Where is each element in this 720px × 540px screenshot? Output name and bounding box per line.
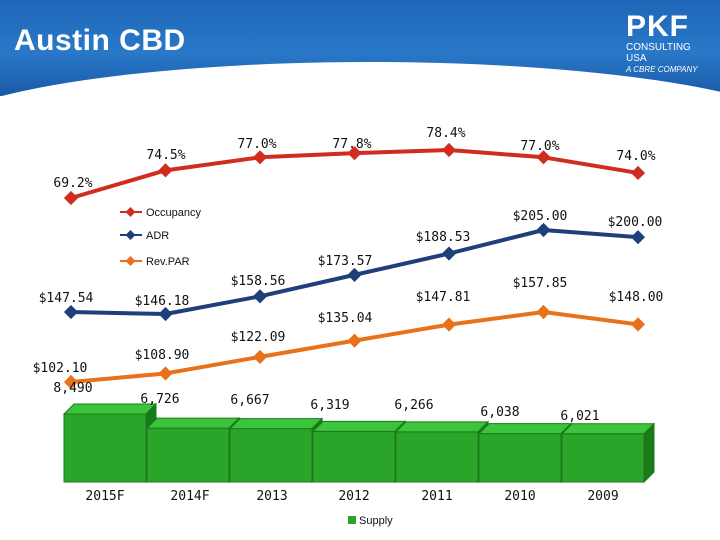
occupancy-point <box>252 150 268 165</box>
occupancy-point <box>536 150 551 165</box>
supply-data-label: 6,021 <box>560 409 599 424</box>
supply-bar-top <box>394 421 490 433</box>
logo-subtitle: A CBRE COMPANY <box>626 65 698 74</box>
revpar-point <box>347 333 362 348</box>
adr-point <box>63 304 79 320</box>
supply-bar-front <box>63 413 147 483</box>
legend-label-occupancy: Occupancy <box>146 207 202 219</box>
supply-bar-front <box>395 431 479 483</box>
occupancy-data-label: 78.4% <box>426 126 465 141</box>
supply-bar-front <box>478 433 562 483</box>
adr-data-label: $188.53 <box>416 230 471 245</box>
revpar-data-label: $122.09 <box>231 330 286 345</box>
adr-point <box>630 230 646 245</box>
supply-data-label: 6,266 <box>394 398 433 413</box>
logo-line-consulting: CONSULTING <box>626 42 691 53</box>
supply-bar-top <box>477 423 573 435</box>
category-label: 2010 <box>504 489 535 504</box>
occupancy-point <box>441 142 457 158</box>
supply-bar-front <box>229 428 313 483</box>
occupancy-point <box>630 165 646 181</box>
legend-label-revpar: Rev.PAR <box>146 256 190 268</box>
occupancy-data-label: 69.2% <box>53 176 92 191</box>
supply-data-label: 6,038 <box>480 405 519 420</box>
supply-bar-front <box>146 427 230 483</box>
supply-data-label: 6,319 <box>310 398 349 413</box>
supply-bar-top <box>228 418 324 430</box>
legend-marker <box>125 256 136 266</box>
revpar-point <box>441 317 457 332</box>
adr-data-label: $200.00 <box>608 215 663 230</box>
occupancy-point <box>347 146 362 161</box>
supply-bar-top <box>145 417 241 429</box>
adr-point <box>252 289 268 304</box>
supply-bar <box>477 422 573 484</box>
adr-data-label: $158.56 <box>231 274 286 289</box>
adr-point <box>441 246 457 261</box>
revpar-point <box>536 304 551 320</box>
legend-marker <box>125 230 136 240</box>
occupancy-data-label: 77.0% <box>520 139 559 154</box>
header-banner: Austin CBD PKF CONSULTING USA A CBRE COM… <box>0 0 720 96</box>
supply-data-label: 6,667 <box>230 393 269 408</box>
revpar-point <box>252 349 268 364</box>
supply-legend-label: Supply <box>359 515 393 527</box>
supply-data-label: 8,490 <box>53 381 92 396</box>
occupancy-data-label: 74.5% <box>146 148 185 163</box>
logo-mark: PKF <box>626 10 689 43</box>
category-label: 2014F <box>170 489 209 504</box>
revpar-data-label: $102.10 <box>33 361 88 376</box>
supply-bar-front <box>561 433 645 483</box>
occupancy-point <box>158 163 173 178</box>
occupancy-data-label: 74.0% <box>616 149 655 164</box>
revpar-data-label: $157.85 <box>513 276 568 291</box>
supply-bar <box>228 417 324 484</box>
adr-data-label: $146.18 <box>135 294 190 309</box>
supply-bar <box>145 416 241 484</box>
adr-point <box>347 267 362 282</box>
adr-point <box>158 306 173 322</box>
occupancy-data-label: 77.0% <box>237 137 276 152</box>
category-label: 2012 <box>338 489 369 504</box>
revpar-data-label: $148.00 <box>609 290 664 305</box>
supply-legend-swatch <box>348 516 356 524</box>
supply-bar <box>560 422 656 484</box>
legend-label-adr: ADR <box>146 230 169 242</box>
category-label: 2015F <box>85 489 124 504</box>
revpar-data-label: $108.90 <box>135 348 190 363</box>
category-label: 2009 <box>587 489 618 504</box>
revpar-data-label: $135.04 <box>318 311 373 326</box>
revpar-point <box>63 374 79 390</box>
supply-bar-top <box>311 420 407 432</box>
supply-bar <box>311 420 407 484</box>
page-title: Austin CBD <box>14 24 186 57</box>
occupancy-point <box>63 190 79 206</box>
legend-marker <box>125 207 136 217</box>
revpar-data-label: $147.81 <box>416 290 471 305</box>
adr-point <box>536 222 551 238</box>
supply-data-label: 6,726 <box>140 392 179 407</box>
company-logo: PKF CONSULTING USA A CBRE COMPANY <box>626 12 698 75</box>
adr-data-label: $205.00 <box>513 209 568 224</box>
adr-data-label: $173.57 <box>318 254 373 269</box>
category-label: 2011 <box>421 489 452 504</box>
occupancy-data-label: 77.8% <box>332 137 371 152</box>
supply-bar <box>62 402 158 484</box>
logo-line-usa: USA <box>626 53 647 64</box>
supply-bar-side <box>643 422 655 484</box>
adr-data-label: $147.54 <box>39 291 94 306</box>
category-label: 2013 <box>256 489 287 504</box>
supply-bar <box>394 420 490 484</box>
revpar-point <box>630 317 646 332</box>
supply-bar-front <box>312 430 396 483</box>
supply-bar-top <box>560 423 656 435</box>
revpar-point <box>158 366 173 381</box>
